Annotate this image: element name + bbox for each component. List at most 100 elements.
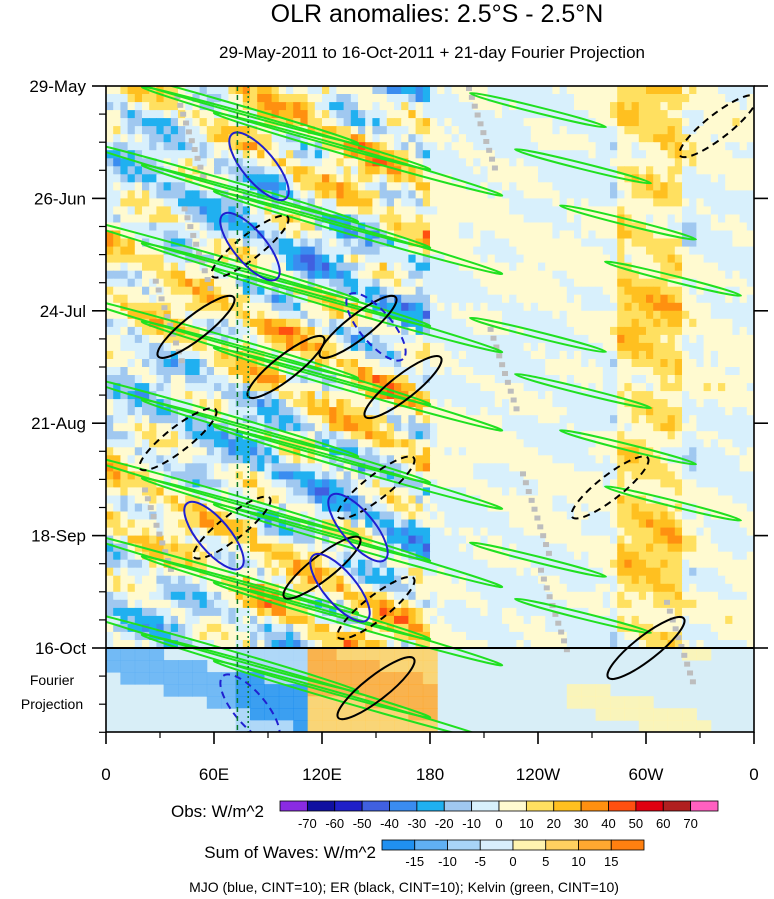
heat-cell — [653, 326, 661, 336]
heat-cell — [149, 230, 157, 240]
heat-cell — [660, 326, 669, 336]
heat-cell — [358, 423, 366, 432]
heat-cell — [401, 118, 409, 127]
heat-cell — [674, 254, 683, 264]
heat-cell — [106, 423, 114, 432]
heat-cell — [646, 262, 654, 272]
heat-cell — [602, 142, 611, 151]
heat-cell — [703, 415, 712, 424]
heat-cell — [559, 391, 568, 400]
heat-cell — [516, 278, 525, 288]
heat-cell — [466, 495, 474, 505]
heat-cell — [199, 294, 208, 304]
heat-cell — [566, 495, 575, 505]
heat-cell — [415, 190, 424, 199]
heat-cell — [473, 214, 481, 224]
heat-cell — [660, 214, 669, 224]
heat-cell — [624, 166, 633, 175]
heat-cell — [415, 479, 424, 488]
heat-cell — [617, 150, 625, 159]
heat-cell — [631, 495, 640, 505]
heat-cell — [516, 118, 525, 127]
heat-cell — [170, 158, 179, 167]
heat-cell — [725, 158, 733, 167]
heat-cell — [710, 198, 719, 207]
heat-cell — [336, 359, 345, 368]
heat-cell — [149, 431, 157, 440]
heat-cell — [386, 158, 395, 167]
heat-cell — [696, 198, 705, 207]
heat-cell — [732, 334, 741, 344]
heat-cell — [127, 278, 136, 288]
heat-cell — [718, 166, 726, 175]
heat-cell — [149, 342, 157, 352]
heat-cell — [314, 326, 323, 336]
heat-cell — [178, 294, 186, 304]
heat-cell — [350, 214, 359, 224]
heat-cell — [307, 407, 316, 416]
heat-cell — [228, 310, 237, 320]
heat-cell — [358, 495, 366, 505]
heat-cell — [113, 383, 121, 392]
heat-cell — [314, 495, 323, 505]
heat-cell — [206, 182, 215, 191]
heat-cell — [336, 262, 345, 272]
heat-cell — [667, 391, 676, 400]
heat-cell — [242, 463, 251, 472]
heat-cell — [725, 94, 733, 103]
heat-cell — [523, 318, 532, 328]
heat-cell — [214, 254, 222, 264]
heat-cell — [458, 342, 467, 352]
heat-cell — [660, 198, 669, 207]
heat-cell — [595, 118, 604, 127]
heat-cell — [206, 238, 215, 248]
heat-cell — [192, 198, 201, 207]
heat-cell — [394, 254, 402, 264]
heat-cell — [199, 150, 208, 159]
heat-cell — [408, 310, 417, 320]
heat-cell — [602, 375, 611, 384]
heat-cell — [106, 246, 114, 256]
heat-cell — [696, 423, 705, 432]
heat-cell — [660, 206, 669, 215]
heat-cell — [710, 359, 719, 368]
heat-cell — [703, 431, 712, 440]
heat-cell — [386, 166, 395, 175]
heat-cell — [350, 158, 359, 167]
heat-cell — [286, 94, 294, 103]
heat-cell — [170, 302, 179, 312]
heat-cell — [307, 359, 316, 368]
heat-cell — [343, 310, 352, 320]
heat-cell — [329, 206, 337, 215]
heat-cell — [127, 262, 136, 272]
heat-cell — [322, 246, 330, 256]
heat-cell — [394, 391, 402, 400]
heat-cell — [235, 350, 244, 360]
heat-cell — [725, 294, 733, 304]
heat-cell — [674, 423, 683, 432]
heat-cell — [257, 278, 265, 288]
heat-cell — [473, 423, 481, 432]
heat-cell — [242, 278, 251, 288]
heat-cell — [682, 110, 690, 119]
heat-cell — [185, 487, 193, 496]
heat-cell — [667, 519, 676, 529]
heat-cell — [358, 118, 366, 127]
heat-cell — [545, 511, 553, 521]
heat-cell — [278, 519, 287, 529]
heat-cell — [466, 519, 474, 529]
heat-cell — [696, 262, 705, 272]
heat-cell — [739, 294, 748, 304]
heat-cell — [718, 94, 726, 103]
heat-cell — [617, 206, 625, 215]
heat-cell — [631, 214, 640, 224]
heat-cell — [358, 246, 366, 256]
heat-cell — [538, 495, 546, 505]
heat-cell — [199, 326, 208, 336]
heat-cell — [502, 447, 510, 456]
heat-cell — [458, 150, 467, 159]
heat-cell — [559, 222, 568, 232]
heat-cell — [156, 431, 165, 440]
heat-cell — [120, 503, 129, 513]
heat-cell — [739, 391, 748, 400]
